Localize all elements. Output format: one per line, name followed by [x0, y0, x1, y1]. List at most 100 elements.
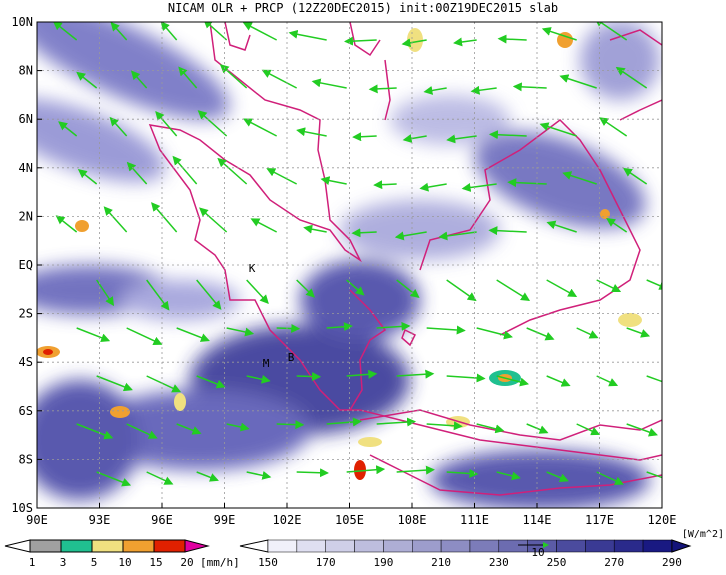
- wind-arrow: [496, 279, 531, 301]
- legend-swatch: [642, 539, 673, 553]
- wind-arrow: [446, 279, 477, 302]
- wind-arrow: [226, 327, 255, 337]
- legend-swatch: [440, 539, 471, 553]
- wind-arrow: [76, 71, 98, 89]
- legend-unit: [W/m^2]: [682, 529, 724, 540]
- legend-label: 5: [91, 556, 98, 569]
- lon-label: 90E: [26, 513, 48, 527]
- wind-arrow: [96, 375, 133, 392]
- wind-arrow: [626, 423, 658, 437]
- wind-arrow: [497, 34, 527, 44]
- wind-arrow: [288, 29, 327, 41]
- place-label: B: [288, 351, 295, 364]
- legend-label: 190: [373, 556, 393, 569]
- wind-arrow: [646, 279, 662, 290]
- wind-arrow: [276, 420, 305, 430]
- lat-label: 2N: [19, 209, 33, 223]
- wind-arrow: [376, 321, 411, 331]
- wind-arrow: [606, 217, 628, 233]
- wind-arrow: [110, 22, 128, 41]
- reference-label: 10: [531, 546, 544, 559]
- wind-arrow: [626, 327, 651, 338]
- wind-arrow: [151, 202, 178, 233]
- legend-triangle: [4, 539, 31, 553]
- lon-label: 117E: [585, 513, 614, 527]
- wind-arrow: [130, 70, 148, 89]
- wind-arrow: [496, 375, 530, 387]
- wind-arrow: [546, 375, 571, 387]
- legend-triangle: [184, 539, 210, 553]
- lat-label: EQ: [19, 258, 33, 272]
- wind-arrow: [146, 279, 170, 311]
- wind-arrow: [423, 85, 447, 95]
- legend-label: 230: [489, 556, 509, 569]
- wind-arrow: [352, 132, 377, 142]
- legend-triangle: [671, 539, 692, 553]
- wind-arrow: [496, 471, 521, 481]
- lat-label: 6S: [19, 404, 33, 418]
- wind-arrow: [197, 110, 228, 137]
- wind-arrow: [373, 180, 397, 190]
- legend-swatch: [498, 539, 528, 553]
- lon-label: 96E: [151, 513, 173, 527]
- wind-arrow: [376, 417, 417, 427]
- wind-arrow: [203, 22, 228, 41]
- wind-arrow: [576, 423, 601, 436]
- wind-arrow: [461, 183, 497, 192]
- wind-arrow: [488, 130, 527, 140]
- wind-arrow: [446, 373, 486, 383]
- lat-label: 8S: [19, 452, 33, 466]
- wind-arrow: [351, 228, 377, 238]
- legend-swatch: [60, 539, 93, 553]
- legend-label: 20: [180, 556, 193, 569]
- wind-arrow: [326, 322, 353, 332]
- lat-label: 4N: [19, 161, 33, 175]
- legend-swatch: [153, 539, 186, 553]
- legend-swatch: [412, 539, 442, 553]
- grid-lines: [37, 22, 662, 508]
- legend-swatch: [29, 539, 62, 553]
- wind-vectors: [52, 22, 662, 487]
- lon-label: 99E: [214, 513, 236, 527]
- wind-arrow: [326, 417, 362, 427]
- wind-arrow: [155, 110, 178, 137]
- wind-arrow: [196, 279, 222, 310]
- lon-label: 111E: [460, 513, 489, 527]
- wind-arrow: [52, 22, 78, 41]
- wind-arrow: [311, 78, 347, 89]
- wind-arrow: [146, 471, 174, 485]
- wind-arrow: [512, 82, 547, 92]
- wind-arrow: [646, 471, 662, 479]
- axis-labels: 90E 93E 96E 99E 102E 105E 108E 111E 114E 117E 120E…: [11, 15, 676, 527]
- wind-arrow: [401, 38, 427, 48]
- legend-label: 1: [29, 556, 36, 569]
- wind-arrow: [58, 121, 78, 137]
- wind-arrow: [55, 215, 78, 233]
- wind-arrow: [160, 22, 178, 41]
- wind-arrow: [146, 375, 182, 393]
- wind-arrow: [226, 422, 250, 432]
- legend-label: 290: [662, 556, 682, 569]
- wind-arrow: [394, 231, 427, 241]
- wind-arrow: [320, 176, 347, 186]
- wind-arrow: [242, 22, 278, 41]
- wind-arrow: [261, 69, 298, 89]
- wind-arrow: [438, 231, 477, 241]
- wind-arrow: [596, 375, 619, 387]
- legend-label: 250: [547, 556, 567, 569]
- wind-arrow: [541, 27, 577, 41]
- wind-arrow: [646, 375, 662, 383]
- wind-arrow: [250, 218, 278, 233]
- legend-swatch: [613, 539, 644, 553]
- wind-arrow: [546, 471, 569, 482]
- wind-arrow: [488, 226, 527, 236]
- legend-swatch: [556, 539, 586, 553]
- lon-label: 102E: [273, 513, 302, 527]
- wind-arrow: [246, 471, 272, 480]
- wind-arrow: [246, 279, 269, 305]
- wind-arrow: [470, 85, 497, 95]
- legend-swatch: [122, 539, 155, 553]
- wind-arrow: [446, 469, 479, 479]
- wind-arrow: [126, 161, 148, 185]
